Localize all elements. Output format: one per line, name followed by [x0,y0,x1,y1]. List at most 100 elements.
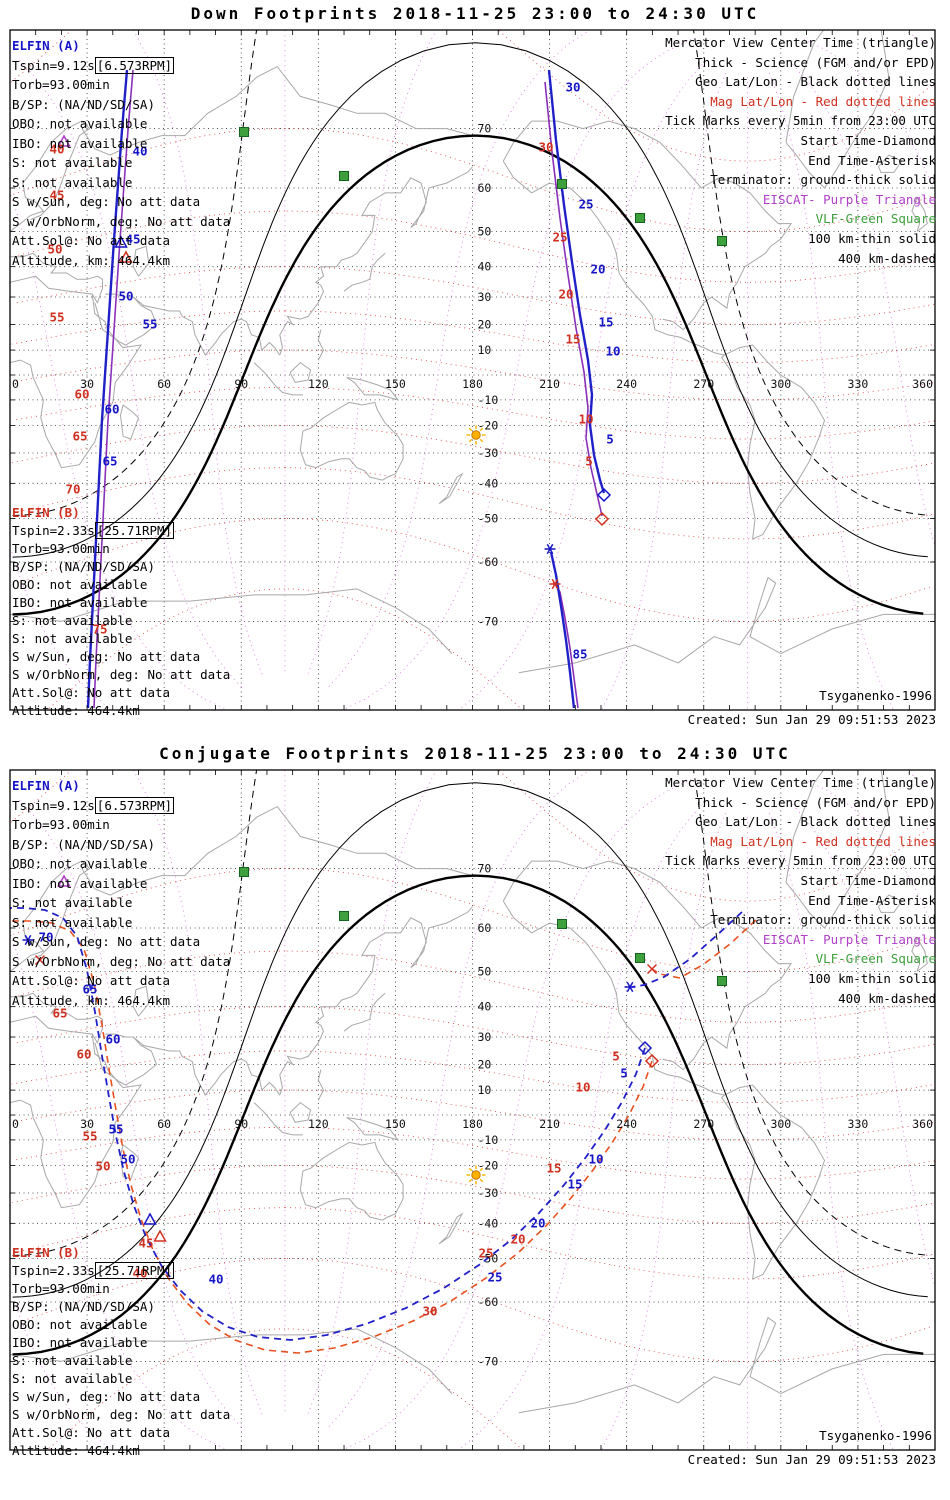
legend-line: 100 km-thin solid [808,230,936,246]
legend-line: Terminator: ground-thick solid [710,912,936,928]
vlf-square [717,236,727,246]
minute-label: 65 [102,454,117,469]
elfin-b-track [544,81,603,517]
start-diamond [594,511,610,527]
elfin-b-info-block: ELFIN (B) Tspin=2.33s [25.71RPM] Torb=93.00… [12,1244,230,1460]
axis-lat-label: 70 [478,122,492,136]
vlf-square [239,867,249,877]
info-line: Tspin=2.33s [25.71RPM] [12,522,175,539]
frame-ticks [9,30,936,710]
axis-lon-label: 240 [616,377,637,391]
axis-lon-label: 270 [693,1117,714,1131]
legend-line: VLF-Green Square [815,951,936,967]
vlf-square [557,919,567,929]
axis-lat-label: -40 [478,1216,499,1230]
info-line: OBO: not available [12,856,148,871]
rpm-boxed-value: [25.71RPM] [94,1262,175,1279]
minute-label: 65 [72,429,87,444]
axis-lon-label: 90 [234,1117,248,1131]
sun-marker [466,1165,486,1185]
axis-lat-label: -20 [478,419,499,433]
vlf-square [557,179,567,189]
end-asterisk [22,934,34,946]
info-line: B/SP: (NA/ND/SD/SA) [12,1299,155,1314]
minute-label: 25 [487,1270,502,1285]
mag-lon-meridians [10,30,935,710]
axis-lat-label: -50 [478,512,499,526]
start-diamond [596,487,612,503]
vlf-square [635,213,645,223]
minute-label: 10 [588,1152,603,1167]
minute-label: 25 [478,1246,493,1261]
info-line: S: not available [12,1371,133,1386]
minute-label: 65 [52,1006,67,1021]
minute-label: 65 [82,982,97,997]
info-line: OBO: not available [12,116,148,131]
axis-lon-label: 150 [385,1117,406,1131]
info-line: Torb=93.00min [12,541,110,556]
info-line: Altitude: 464.4km [12,1443,140,1458]
info-line: S w/OrbNorm, deg: No att data [12,667,231,682]
mag-lat-contours [10,30,935,710]
end-x [646,963,658,975]
minute-label: 30 [422,1304,437,1319]
center-time-triangle [119,250,133,263]
info-line: Altitude, km: 464.4km [12,992,171,1008]
rpm-boxed-value: [6.573RPM] [94,796,175,814]
minute-label: 55 [82,1129,97,1144]
elfin-a-track [549,551,576,709]
axis-lon-label: 30 [80,1117,94,1131]
minute-label: 50 [120,1152,135,1167]
map-content [10,30,935,710]
center-time-triangle [114,235,128,248]
minute-label: 50 [118,289,133,304]
minute-label: 40 [132,144,147,159]
axis-lat-label: 10 [478,343,492,357]
minute-label: 85 [572,647,587,662]
axis-lon-label: 60 [157,377,171,391]
axis-lon-label: 360 [912,1117,933,1131]
axis-lon-label: 90 [234,377,248,391]
legend-line: Start Time-Diamond [800,132,936,148]
info-line: S: not available [12,613,133,628]
axis-lat-label: -40 [478,476,499,490]
minute-label: 60 [104,402,119,417]
axis-lat-label: 10 [478,1083,492,1097]
axis-lat-label: 30 [478,290,492,304]
mag-lat-contours [10,770,935,1450]
info-line: S: not available [12,895,133,910]
legend-line: Mercator View Center Time (triangle) [665,775,936,790]
axis-lat-label: -70 [478,614,499,628]
eiscat-triangle [57,134,71,147]
info-line: S w/OrbNorm, deg: No att data [12,953,231,969]
conjugate-footprints-panel: 5 10 15 20 25 70 65 60 55 50 40 5 10 15 20 25 30 65 60 55 50… [0,740,950,1478]
map-legend: Mercator View Center Time (triangle) Thic… [665,773,936,1008]
axis-lat-label: -10 [478,1133,499,1147]
info-line: OBO: not available [12,1317,148,1332]
elfin-a-info-block: ELFIN (A) Tspin=9.12s [6.573RPM] Torb=93.00… [12,776,230,1010]
info-line: ELFIN (B) [12,1245,80,1260]
minute-label: 20 [558,287,573,302]
minute-label: 10 [578,412,593,427]
axis-lon-label: 60 [157,1117,171,1131]
elfin-b-track [93,69,134,709]
sun-marker [466,425,486,445]
geo-grid [10,30,935,710]
axis-lat-label: -60 [478,555,499,569]
minute-label: 70 [38,930,53,945]
elfin-b-info-block: ELFIN (B) Tspin=2.33s [25.71RPM] Torb=93.00… [12,504,230,720]
legend-line: End Time-Asterisk [808,152,936,168]
axis-lon-label: 120 [308,1117,329,1131]
elfin-b-track [10,920,653,1354]
legend-line: Mag Lat/Lon - Red dotted lines [710,833,936,849]
elfin-a-track [631,911,743,988]
frame-ticks [9,770,936,1450]
legend-line: VLF-Green Square [815,211,936,227]
vlf-square [339,171,349,181]
minute-label: 30 [565,80,580,95]
info-line: S w/Sun, deg: No att data [12,934,201,949]
axis-lat-label: 50 [478,224,492,238]
info-line: S w/Sun, deg: No att data [12,1389,201,1404]
info-line: S: not available [12,1353,133,1368]
axis-lat-label: -10 [478,393,499,407]
